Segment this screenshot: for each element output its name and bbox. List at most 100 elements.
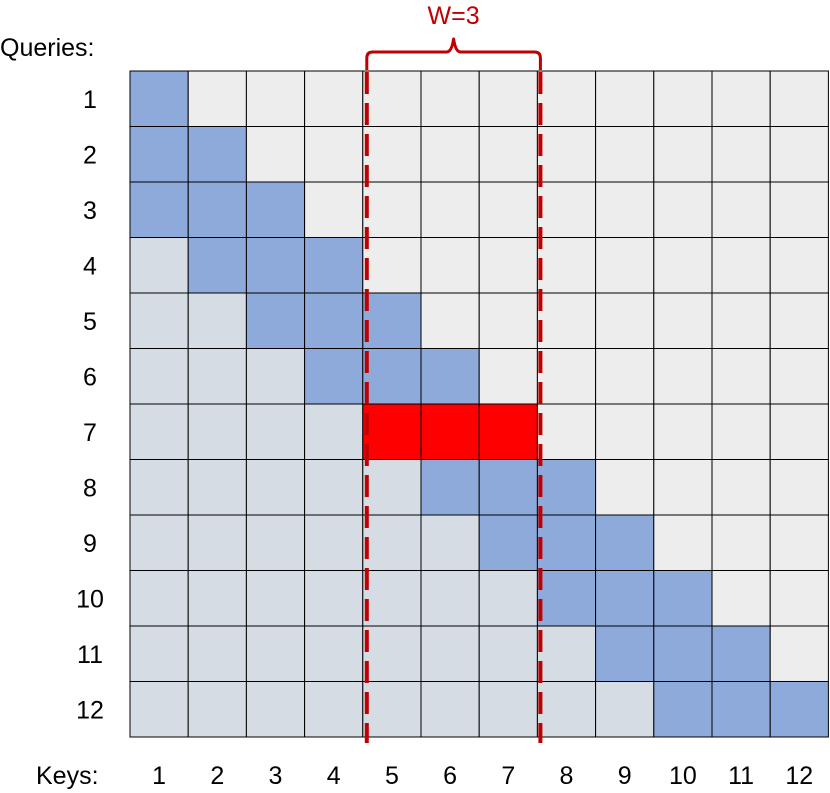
query-label: 12 bbox=[76, 696, 104, 724]
key-label: 2 bbox=[210, 762, 224, 790]
grid-cell-q7-k3 bbox=[245, 403, 306, 460]
grid-cell-q1-k5 bbox=[362, 70, 422, 127]
grid-cell-q1-k7 bbox=[478, 70, 538, 127]
grid-cell-q11-k1 bbox=[129, 625, 189, 682]
grid-cell-q2-k8 bbox=[536, 126, 597, 183]
grid-cell-q12-k6 bbox=[420, 681, 480, 738]
grid-cell-q2-k7 bbox=[478, 126, 538, 183]
grid-cell-q7-k1 bbox=[129, 403, 189, 460]
attention-grid bbox=[129, 70, 829, 738]
grid-cell-q10-k8 bbox=[536, 570, 597, 627]
grid-cell-q9-k2 bbox=[187, 514, 247, 571]
grid-cell-q1-k6 bbox=[420, 70, 480, 127]
grid-cell-q5-k7 bbox=[478, 292, 538, 349]
grid-cell-q6-k8 bbox=[536, 348, 597, 405]
grid-cell-q2-k3 bbox=[245, 126, 306, 183]
grid-cell-q7-k8 bbox=[536, 403, 597, 460]
grid-cell-q7-k9 bbox=[595, 403, 655, 460]
grid-cell-q7-k7 bbox=[478, 403, 538, 460]
grid-cell-q9-k1 bbox=[129, 514, 189, 571]
grid-cell-q12-k7 bbox=[478, 681, 538, 738]
grid-cell-q8-k4 bbox=[304, 459, 364, 516]
grid-cell-q1-k2 bbox=[187, 70, 247, 127]
grid-cell-q2-k5 bbox=[362, 126, 422, 183]
grid-cell-q2-k2 bbox=[187, 126, 247, 183]
grid-cell-q3-k12 bbox=[769, 181, 829, 238]
keys-axis-title: Keys: bbox=[36, 762, 99, 790]
grid-cell-q8-k10 bbox=[653, 459, 713, 516]
grid-cell-q10-k12 bbox=[769, 570, 829, 627]
key-label: 10 bbox=[669, 762, 697, 790]
grid-cell-q10-k1 bbox=[129, 570, 189, 627]
grid-cell-q6-k1 bbox=[129, 348, 189, 405]
grid-cell-q12-k3 bbox=[245, 681, 306, 738]
grid-cell-q4-k6 bbox=[420, 237, 480, 294]
grid-cell-q7-k6 bbox=[420, 403, 480, 460]
grid-cell-q5-k6 bbox=[420, 292, 480, 349]
grid-cell-q4-k8 bbox=[536, 237, 597, 294]
grid-cell-q12-k11 bbox=[711, 681, 771, 738]
grid-cell-q9-k8 bbox=[536, 514, 597, 571]
grid-cell-q9-k5 bbox=[362, 514, 422, 571]
query-label: 2 bbox=[83, 141, 97, 169]
grid-cell-q2-k6 bbox=[420, 126, 480, 183]
query-label: 6 bbox=[83, 363, 97, 391]
grid-cell-q3-k6 bbox=[420, 181, 480, 238]
grid-cell-q10-k10 bbox=[653, 570, 713, 627]
grid-cell-q2-k11 bbox=[711, 126, 771, 183]
grid-cell-q6-k7 bbox=[478, 348, 538, 405]
grid-cell-q9-k10 bbox=[653, 514, 713, 571]
grid-cell-q5-k11 bbox=[711, 292, 771, 349]
grid-cell-q1-k9 bbox=[595, 70, 655, 127]
grid-cell-q12-k4 bbox=[304, 681, 364, 738]
grid-cell-q3-k1 bbox=[129, 181, 189, 238]
grid-cell-q8-k1 bbox=[129, 459, 189, 516]
grid-cell-q5-k2 bbox=[187, 292, 247, 349]
query-label: 4 bbox=[83, 252, 97, 280]
grid-cell-q3-k7 bbox=[478, 181, 538, 238]
grid-cell-q9-k3 bbox=[245, 514, 306, 571]
grid-cell-q8-k8 bbox=[536, 459, 597, 516]
grid-cell-q4-k1 bbox=[129, 237, 189, 294]
grid-cell-q1-k4 bbox=[304, 70, 364, 127]
grid-cell-q4-k12 bbox=[769, 237, 829, 294]
key-label: 1 bbox=[152, 762, 166, 790]
grid-cell-q6-k5 bbox=[362, 348, 422, 405]
grid-cell-q3-k11 bbox=[711, 181, 771, 238]
grid-cell-q11-k9 bbox=[595, 625, 655, 682]
grid-cell-q10-k4 bbox=[304, 570, 364, 627]
grid-cell-q6-k12 bbox=[769, 348, 829, 405]
grid-cell-q11-k10 bbox=[653, 625, 713, 682]
grid-cell-q12-k5 bbox=[362, 681, 422, 738]
grid-cell-q4-k3 bbox=[245, 237, 306, 294]
grid-cell-q6-k2 bbox=[187, 348, 247, 405]
query-label: 1 bbox=[83, 86, 97, 114]
key-label: 9 bbox=[618, 762, 632, 790]
grid-cell-q12-k1 bbox=[129, 681, 189, 738]
grid-cell-q8-k5 bbox=[362, 459, 422, 516]
grid-cell-q8-k12 bbox=[769, 459, 829, 516]
key-label: 12 bbox=[785, 762, 813, 790]
grid-cell-q10-k3 bbox=[245, 570, 306, 627]
key-label: 7 bbox=[501, 762, 515, 790]
query-label: 7 bbox=[83, 419, 97, 447]
grid-cell-q1-k11 bbox=[711, 70, 771, 127]
window-brace bbox=[365, 37, 542, 70]
grid-cell-q3-k3 bbox=[245, 181, 306, 238]
grid-cell-q2-k9 bbox=[595, 126, 655, 183]
grid-cell-q4-k5 bbox=[362, 237, 422, 294]
grid-cell-q11-k2 bbox=[187, 625, 247, 682]
grid-cell-q12-k8 bbox=[536, 681, 597, 738]
grid-cell-q10-k9 bbox=[595, 570, 655, 627]
grid-cell-q8-k9 bbox=[595, 459, 655, 516]
grid-cell-q5-k5 bbox=[362, 292, 422, 349]
grid-cell-q7-k4 bbox=[304, 403, 364, 460]
grid-cell-q8-k6 bbox=[420, 459, 480, 516]
grid-cell-q9-k6 bbox=[420, 514, 480, 571]
grid-cell-q5-k3 bbox=[245, 292, 306, 349]
grid-cell-q1-k1 bbox=[129, 70, 189, 127]
key-label: 11 bbox=[728, 762, 754, 790]
grid-cell-q5-k12 bbox=[769, 292, 829, 349]
grid-cell-q4-k11 bbox=[711, 237, 771, 294]
